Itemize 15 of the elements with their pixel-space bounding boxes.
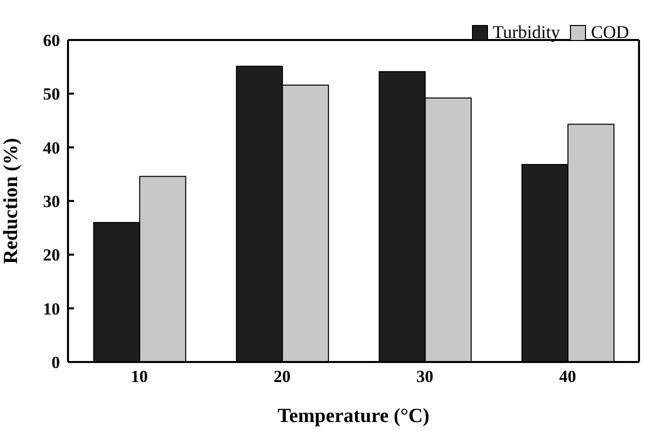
y-tick-label: 0 [52, 353, 60, 372]
y-tick-label: 30 [43, 192, 60, 212]
x-tick-label: 20 [274, 367, 291, 386]
y-tick-label: 10 [43, 299, 60, 318]
y-axis-title: Reduction (%) [0, 138, 22, 264]
y-tick-label: 20 [43, 246, 60, 265]
x-tick-label: 30 [416, 367, 434, 386]
y-tick-label: 40 [43, 138, 60, 158]
x-axis-title: Temperature (°C) [278, 405, 430, 427]
legend-label: COD [590, 22, 629, 43]
x-tick-label: 10 [130, 367, 148, 386]
legend-label: Turbidity [492, 22, 560, 43]
y-tick-label: 50 [43, 84, 60, 104]
x-tick-label: 40 [559, 367, 576, 386]
y-tick-label: 60 [43, 31, 60, 50]
